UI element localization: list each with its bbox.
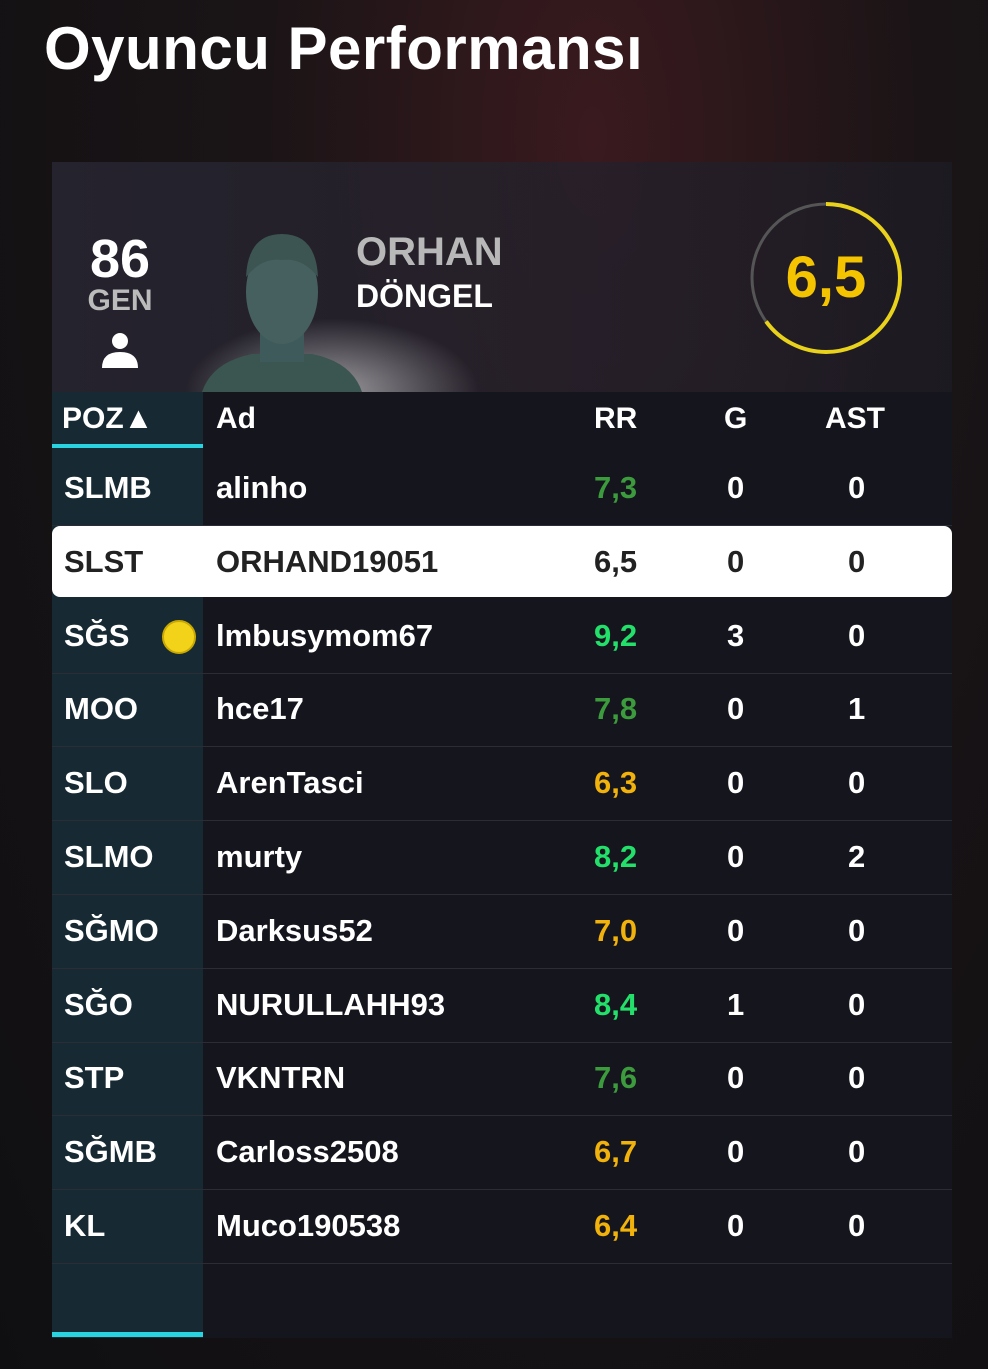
overall-label: GEN — [87, 284, 153, 317]
row-goals: 0 — [727, 765, 745, 801]
row-name: ORHAND19051 — [216, 543, 439, 579]
row-goals: 1 — [727, 986, 745, 1022]
row-assists: 0 — [848, 1060, 866, 1096]
ball-icon — [162, 619, 196, 654]
row-rating: 8,4 — [594, 986, 638, 1022]
row-goals: 0 — [727, 1060, 745, 1096]
row-name: Darksus52 — [216, 912, 373, 948]
match-rating: 6,5 — [785, 245, 867, 310]
table-row[interactable]: SĞO NURULLAHH93 8,4 1 0 — [52, 969, 952, 1043]
row-goals: 0 — [727, 470, 745, 505]
row-assists: 0 — [848, 543, 866, 579]
row-name: ArenTasci — [216, 765, 364, 801]
row-rating: 8,2 — [594, 839, 638, 874]
table-row[interactable]: SĞMB Carloss2508 6,7 0 0 — [52, 1116, 952, 1191]
row-goals: 0 — [727, 912, 745, 948]
row-position: SĞMO — [64, 912, 159, 948]
player-first-name: ORHAN — [356, 230, 503, 274]
header-rr[interactable]: RR — [594, 402, 638, 435]
row-assists: 0 — [848, 1134, 866, 1170]
row-rating: 7,8 — [594, 691, 638, 727]
row-position: SĞS — [64, 617, 130, 653]
row-name: alinho — [216, 470, 308, 505]
row-name: Muco190538 — [216, 1208, 401, 1243]
row-assists: 1 — [848, 691, 866, 727]
row-assists: 0 — [848, 986, 866, 1022]
header-pos[interactable]: POZ▲ — [62, 402, 154, 435]
row-position: MOO — [64, 691, 139, 727]
sort-indicator — [52, 444, 203, 448]
row-assists: 0 — [848, 470, 866, 505]
row-rating: 7,3 — [594, 470, 638, 505]
row-assists: 0 — [848, 765, 866, 801]
row-rating: 6,3 — [594, 765, 638, 801]
row-rating: 6,7 — [594, 1134, 638, 1170]
row-position: SĞMB — [64, 1134, 157, 1170]
table-header: POZ▲ Ad RR G AST — [52, 392, 952, 450]
table-row[interactable]: SLST ORHAND19051 6,5 0 0 — [52, 525, 952, 597]
scrollbar[interactable] — [52, 1332, 203, 1337]
table-row[interactable]: SLO ArenTasci 6,3 0 0 — [52, 747, 952, 822]
row-position: SĞO — [64, 986, 133, 1022]
page-title: Oyuncu Performansı — [44, 15, 644, 82]
row-rating: 7,6 — [594, 1060, 638, 1096]
row-rating: 6,5 — [594, 543, 638, 579]
row-goals: 0 — [727, 839, 745, 874]
overall-rating: 86 GEN — [82, 232, 158, 316]
row-name: hce17 — [216, 691, 304, 727]
row-assists: 0 — [848, 1208, 866, 1243]
rating-ring — [750, 202, 902, 354]
person-icon — [102, 333, 138, 368]
header-g[interactable]: G — [724, 402, 748, 435]
row-rating: 6,4 — [594, 1208, 638, 1243]
row-name: VKNTRN — [216, 1060, 346, 1096]
header-ast[interactable]: AST — [825, 402, 885, 435]
row-goals: 0 — [727, 1134, 745, 1170]
row-goals: 0 — [727, 543, 745, 579]
row-position: SLST — [64, 543, 144, 579]
table-row[interactable]: SĞS lmbusymom67 9,2 3 0 — [52, 600, 952, 674]
header-name[interactable]: Ad — [216, 402, 256, 435]
player-last-name: DÖNGEL — [356, 278, 493, 314]
row-position: SLMB — [64, 470, 152, 505]
row-name: NURULLAHH93 — [216, 986, 446, 1022]
row-rating: 9,2 — [594, 617, 638, 653]
row-goals: 0 — [727, 1208, 745, 1243]
row-assists: 2 — [848, 839, 866, 874]
row-name: lmbusymom67 — [216, 617, 434, 653]
row-position: SLO — [64, 765, 128, 801]
player-silhouette — [202, 234, 362, 392]
row-position: KL — [64, 1208, 106, 1243]
table-row[interactable]: KL Muco190538 6,4 0 0 — [52, 1190, 952, 1264]
table-row[interactable]: MOO hce17 7,8 0 1 — [52, 673, 952, 748]
overall-value: 86 — [89, 229, 151, 289]
row-position: SLMO — [64, 839, 154, 874]
player-card: 86 GEN ORHAN DÖNGEL 6,5 — [52, 162, 952, 472]
table-row[interactable]: SĞMO Darksus52 7,0 0 0 — [52, 895, 952, 969]
row-goals: 3 — [727, 617, 745, 653]
row-rating: 7,0 — [594, 912, 638, 948]
row-goals: 0 — [727, 691, 745, 727]
row-position: STP — [64, 1060, 125, 1096]
table-row[interactable]: SLMO murty 8,2 0 2 — [52, 821, 952, 895]
row-name: Carloss2508 — [216, 1134, 399, 1170]
performance-table: POZ▲ Ad RR G AST SLMB alinho 7,3 0 0 SLST O… — [52, 392, 952, 1338]
row-name: murty — [216, 839, 303, 874]
row-assists: 0 — [848, 617, 866, 653]
table-row[interactable]: SLMB alinho 7,3 0 0 — [52, 452, 952, 526]
row-assists: 0 — [848, 912, 866, 948]
table-row[interactable]: STP VKNTRN 7,6 0 0 — [52, 1042, 952, 1117]
